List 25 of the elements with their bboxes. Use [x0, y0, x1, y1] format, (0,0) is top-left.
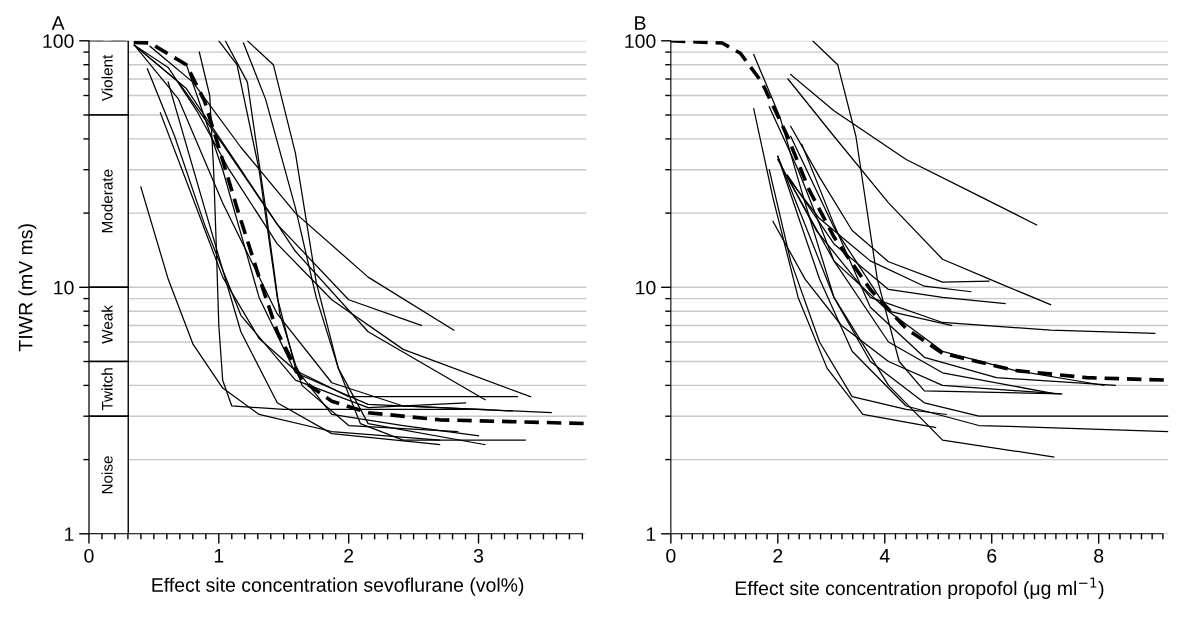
- y-tick-label: 1: [646, 527, 656, 541]
- y-axis-title: TIWR (mV ms): [18, 224, 37, 352]
- y-tick-label: 10: [54, 280, 74, 295]
- band-label: Noise: [101, 456, 113, 494]
- y-tick-label: 100: [625, 34, 656, 49]
- band-label: Twitch: [101, 368, 113, 411]
- x-tick-label: 6: [987, 548, 997, 563]
- x-tick-label: 1: [214, 549, 224, 563]
- y-tick-label: 1: [65, 527, 74, 541]
- x-tick-label: 4: [879, 549, 890, 563]
- band-label: Moderate: [101, 169, 113, 233]
- y-tick-label: 100: [43, 34, 74, 49]
- x-tick-label: 3: [473, 548, 484, 563]
- x-tick-label: 2: [344, 548, 354, 563]
- y-tick-label: 10: [636, 280, 656, 295]
- band-label: Violent: [101, 54, 113, 102]
- x-tick-label: 0: [666, 548, 676, 563]
- x-axis-title: Effect site concentration sevoflurane (vol%): [152, 577, 524, 596]
- chart-title: A: [51, 16, 65, 30]
- x-tick-label: 2: [773, 548, 783, 563]
- x-axis-title: Effect site concentration propofol (μg ml$^{−1}$): [735, 577, 1104, 600]
- x-tick-label: 8: [1094, 548, 1104, 563]
- x-tick-label: 0: [84, 548, 94, 563]
- band-label: Weak: [101, 305, 113, 344]
- chart-title: B: [635, 16, 646, 30]
